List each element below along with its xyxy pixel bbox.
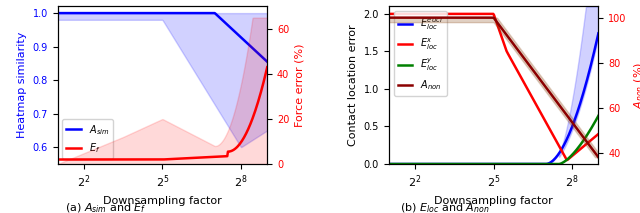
Y-axis label: Contact location error: Contact location error: [348, 24, 358, 146]
X-axis label: Downsampling factor: Downsampling factor: [434, 196, 553, 206]
Y-axis label: Force error (%): Force error (%): [295, 43, 305, 127]
Text: (b) $E_{loc}$ and $A_{non}$: (b) $E_{loc}$ and $A_{non}$: [400, 201, 490, 213]
Legend: $A_{sim}$, $E_f$: $A_{sim}$, $E_f$: [63, 119, 113, 159]
Y-axis label: $A_{non}$ (%): $A_{non}$ (%): [632, 62, 640, 109]
Text: (a) $A_{sim}$ and $E_f$: (a) $A_{sim}$ and $E_f$: [65, 201, 147, 213]
Legend: $E_{loc}^{eucl}$, $E_{loc}^{x}$, $E_{loc}^{y}$, $A_{non}$: $E_{loc}^{eucl}$, $E_{loc}^{x}$, $E_{loc…: [394, 11, 447, 96]
X-axis label: Downsampling factor: Downsampling factor: [103, 196, 222, 206]
Y-axis label: Heatmap similarity: Heatmap similarity: [17, 32, 27, 138]
